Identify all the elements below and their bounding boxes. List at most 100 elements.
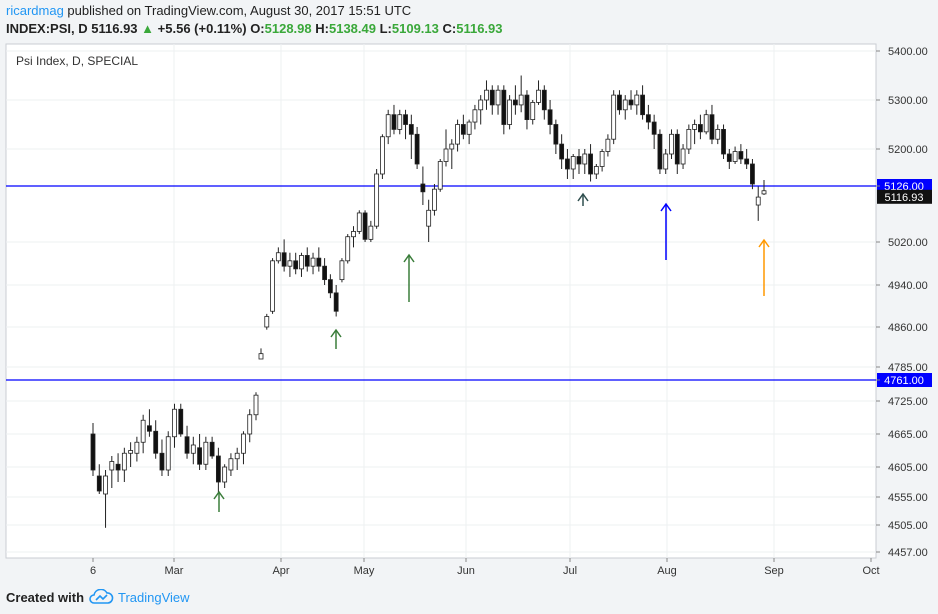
candle-body [327,279,333,294]
candle-body [449,143,455,150]
candle-body [484,89,489,101]
candle-body [420,183,426,193]
symbol-label: INDEX:PSI, D [6,21,88,36]
time-tick-label: Apr [272,565,289,577]
candle-body [374,173,380,227]
time-tick-label: Jun [457,565,475,577]
up-arrow-head [403,253,415,263]
time-axis[interactable]: 6 Mar Apr May Jun Jul Aug Sep Oct [90,558,880,577]
up-arrow-head [577,192,589,202]
candle-body [368,225,374,240]
price-tick-label: 4860.00 [888,322,928,334]
time-tick-label: 6 [90,565,96,577]
open-value: 5128.98 [264,21,312,36]
author-link[interactable]: ricardmag [6,3,64,18]
candle-body [380,136,385,175]
publish-info: published on TradingView.com, August 30,… [67,3,412,18]
time-tick-label: Oct [862,565,879,577]
tradingview-link[interactable]: TradingView [118,590,190,605]
time-tick-label: Aug [657,565,677,577]
close-label: C: [442,21,457,36]
candle-body [501,89,507,125]
price-tick-label: 4457.00 [888,547,928,559]
candle-body [197,447,202,465]
price-tick-label: 5300.00 [888,95,928,107]
level-price-label: 4761.00 [884,375,924,387]
price-label: 5116.93 [91,21,138,36]
candle-body [322,265,327,281]
candle-body [512,99,518,106]
candle-body [190,444,196,454]
price-tick-label: 4505.00 [888,520,928,532]
candle-body [115,463,121,471]
up-arrow-head [213,490,225,500]
candle-body [134,441,140,454]
price-tick-label: 4785.00 [888,362,928,374]
candle-body [140,419,146,443]
level-price-badge [877,179,932,193]
candle-body [385,114,391,138]
chart-title: Psi Index, D, SPECIAL [16,54,138,68]
candle-body [553,124,559,145]
candle-body [634,94,640,106]
candle-body [426,209,432,227]
candle-body [432,188,437,211]
candle-body [674,133,680,165]
up-arrow-head [758,238,770,248]
candle-body [657,133,663,170]
candle-body [351,231,356,238]
candle-body [153,430,159,454]
low-value: 5109.13 [391,21,439,36]
candle-body [339,260,345,281]
candle-body [147,425,152,432]
candle-body [333,292,339,312]
candle-body [692,124,698,130]
candle-body [299,255,304,270]
candle-body [478,99,484,111]
candle-body [253,394,259,416]
up-arrow-head [660,202,672,212]
time-tick-label: Jul [563,565,577,577]
tradingview-cloud-icon [89,589,114,604]
candle-body [443,148,449,162]
candle-body [622,99,628,111]
close-value: 5116.93 [456,21,503,36]
candle-body [455,124,460,145]
candle-body [726,153,732,162]
candle-body [228,458,234,471]
high-label: H: [315,21,329,36]
price-tick-label: 4605.00 [888,462,928,474]
candle-body [628,99,634,106]
candle-body [437,161,443,190]
candle-body [172,408,177,438]
change-arrow-icon: ▲ [141,21,155,36]
candle-body [721,128,726,155]
time-tick-label: Mar [165,565,184,577]
candle-body [640,94,645,116]
price-axis[interactable]: 5400.00 5300.00 5200.00 5020.00 4940.00 4860.… [876,46,928,559]
candle-body [109,461,115,471]
candle-body [651,121,657,135]
candle-body [617,94,622,111]
plot-area[interactable] [5,43,877,559]
time-tick-label: Sep [764,565,784,577]
candle-body [414,133,420,165]
candle-body [165,436,171,471]
candle-body [466,121,472,135]
candle-body [403,114,408,125]
candle-body [222,466,228,483]
candle-body [576,156,582,165]
candle-body [547,109,553,125]
candle-body [732,151,738,162]
ohlc-line: INDEX:PSI, D 5116.93 ▲ +5.56 (+0.11%) O:… [6,21,503,36]
candle-body [663,153,669,170]
candle-body [530,102,536,120]
high-value: 5138.49 [328,21,376,36]
candle-body [215,455,221,483]
publish-line: ricardmag published on TradingView.com, … [6,3,411,18]
candle-body [541,89,547,111]
candle-body [90,433,96,471]
candle-body [744,158,750,165]
